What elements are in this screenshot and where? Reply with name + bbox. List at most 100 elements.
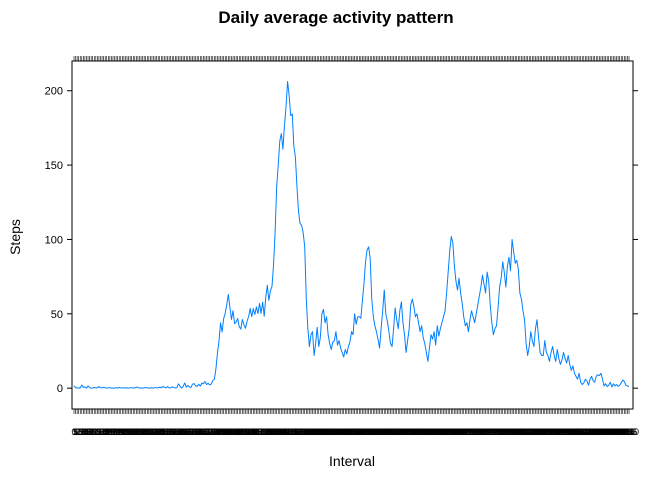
x-tick-label: 610 — [182, 427, 197, 437]
x-tick-label: 1040 — [264, 427, 284, 437]
x-tick-label: 2900 — [607, 427, 627, 437]
x-tick-label: 2035 — [449, 427, 469, 437]
x-tick-label: 2600 — [550, 427, 570, 437]
x-tick-label: 2205 — [477, 427, 497, 437]
x-tick-label: 1830 — [410, 427, 430, 437]
x-tick-label: 310 — [126, 427, 141, 437]
x-tick-label: 1520 — [351, 427, 371, 437]
x-tick-label: 935 — [246, 427, 261, 437]
x-tick-label: 200 — [104, 427, 119, 437]
x-tick-label: 915 — [240, 427, 255, 437]
x-tick-label: 2255 — [493, 427, 513, 437]
x-tick-label: 1405 — [327, 427, 347, 437]
x-tick-label: 1045 — [265, 427, 285, 437]
x-tick-label: 1815 — [405, 427, 425, 437]
x-tick-label: 1900 — [419, 427, 439, 437]
x-tick-label: 855 — [233, 427, 248, 437]
x-tick-label: 440 — [154, 427, 169, 437]
x-tick-label: 2650 — [566, 427, 586, 437]
x-tick-label: 1145 — [284, 427, 303, 437]
x-tick-label: 755 — [215, 427, 230, 437]
x-tick-label: 740 — [210, 427, 225, 437]
x-tick-label: 1305 — [309, 427, 329, 437]
x-tick-label: 130 — [95, 427, 110, 437]
x-tick-label: 2850 — [603, 427, 623, 437]
x-tick-label: 215 — [109, 427, 124, 437]
x-tick-label: 2025 — [446, 427, 466, 437]
x-tick-label: 2720 — [575, 427, 595, 437]
x-tick-label: 2120 — [463, 427, 483, 437]
x-tick-label: 1910 — [423, 427, 443, 437]
x-tick-label: 1140 — [283, 427, 302, 437]
x-tick-label: 1440 — [338, 427, 358, 437]
x-tick-label: 450 — [157, 427, 172, 437]
x-tick-label: 605 — [180, 427, 195, 437]
x-tick-label: 655 — [196, 427, 211, 437]
x-tick-label: 1955 — [437, 427, 457, 437]
x-tick-label: 300 — [123, 427, 138, 437]
x-tick-label: 1535 — [356, 427, 376, 437]
x-tick-label: 1100 — [270, 427, 289, 437]
x-tick-label: 15 — [74, 427, 84, 437]
x-tick-label: 230 — [113, 427, 128, 437]
x-tick-label: 2140 — [469, 427, 489, 437]
x-tick-label: 2925 — [614, 427, 634, 437]
x-tick-label: 925 — [243, 427, 258, 437]
x-tick-label: 2935 — [617, 427, 637, 437]
x-tick-label: 2740 — [582, 427, 602, 437]
x-tick-label: 220 — [110, 427, 125, 437]
x-tick-label: 1635 — [374, 427, 394, 437]
x-tick-label: 1115 — [275, 427, 294, 437]
x-tick-label: 2525 — [539, 427, 559, 437]
x-tick-label: 840 — [229, 427, 244, 437]
x-tick-label: 1130 — [279, 427, 298, 437]
plot-frame — [71, 60, 634, 410]
x-tick-label: 2040 — [451, 427, 471, 437]
x-tick-label: 1335 — [318, 427, 338, 437]
x-tick-label: 2615 — [555, 427, 575, 437]
x-tick-label: 1505 — [346, 427, 366, 437]
x-tick-label: 240 — [116, 427, 131, 437]
x-tick-label: 1525 — [352, 427, 372, 437]
x-tick-label: 1255 — [306, 427, 326, 437]
x-tick-label: 1540 — [357, 427, 377, 437]
x-tick-label: 1025 — [259, 427, 279, 437]
x-tick-label: 210 — [107, 427, 122, 437]
x-tick-label: 550 — [176, 427, 191, 437]
x-tick-label: 150 — [101, 427, 116, 437]
x-tick-label: 2840 — [600, 427, 620, 437]
x-tick-label: 1530 — [354, 427, 374, 437]
x-tick-label: 815 — [221, 427, 236, 437]
x-tick-label: 1250 — [304, 427, 324, 437]
x-tick-label: 1545 — [359, 427, 379, 437]
x-tick-label: 1640 — [376, 427, 396, 437]
x-tick-label: 1905 — [421, 427, 441, 437]
x-tick-label: 1705 — [384, 427, 404, 437]
x-tick-label: 1745 — [396, 427, 416, 437]
x-tick-label: 1850 — [416, 427, 436, 437]
x-tick-label: 1310 — [310, 427, 330, 437]
x-tick-label: 1620 — [370, 427, 390, 437]
x-tick-label: 2420 — [519, 427, 539, 437]
x-tick-label: 5 — [73, 427, 78, 437]
x-tick-label: 1315 — [312, 427, 332, 437]
x-tick-label: 115 — [90, 427, 104, 437]
x-tick-label: 2905 — [608, 427, 628, 437]
x-tick-label: 2100 — [457, 427, 477, 437]
x-tick-label: 730 — [207, 427, 222, 437]
x-tick-label: 2125 — [465, 427, 485, 437]
x-tick-label: 940 — [247, 427, 262, 437]
x-tick-label: 2800 — [588, 427, 608, 437]
x-tick-label: 2045 — [452, 427, 472, 437]
x-tick-label: 1425 — [334, 427, 354, 437]
x-tick-label: 635 — [190, 427, 205, 437]
x-tick-label: 30 — [78, 427, 88, 437]
x-tick-label: 1915 — [424, 427, 444, 437]
x-tick-label: 2845 — [602, 427, 622, 437]
x-tick-label: 900 — [235, 427, 250, 437]
x-tick-label: 2250 — [491, 427, 511, 437]
x-tick-label: 2105 — [458, 427, 478, 437]
x-tick-label: 2750 — [585, 427, 605, 437]
x-tick-label: 405 — [143, 427, 158, 437]
x-tick-label: 320 — [129, 427, 144, 437]
